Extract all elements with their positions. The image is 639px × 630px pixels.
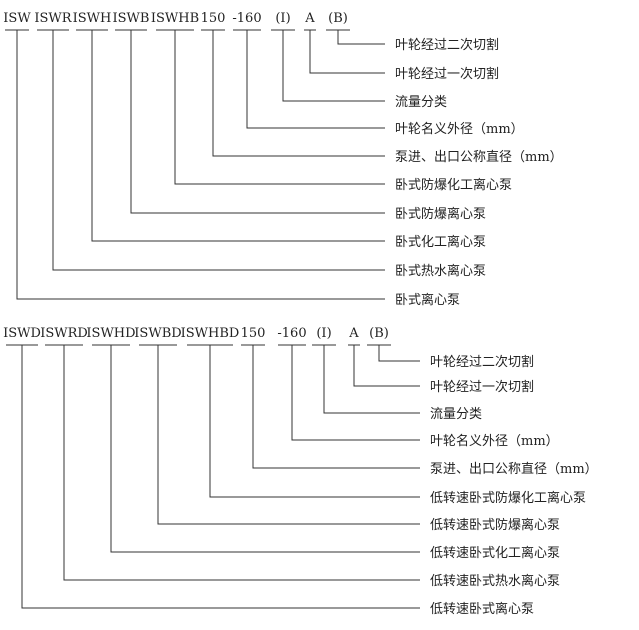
code-label: 低转速卧式化工离心泵: [430, 545, 560, 561]
code-segment: ISWBD: [134, 326, 181, 341]
code-segment: ISWHD: [86, 326, 135, 341]
code-segment: ISWHBD: [181, 326, 240, 341]
code-label: 叶轮名义外径（mm）: [430, 433, 559, 449]
leader-line: [323, 345, 420, 414]
code-segment: ISWRD: [40, 326, 88, 341]
code-label: 卧式热水离心泵: [395, 263, 486, 279]
code-label: 卧式离心泵: [395, 292, 460, 308]
code-label: 卧式防爆离心泵: [395, 206, 486, 222]
code-label: 卧式防爆化工离心泵: [395, 177, 512, 193]
leader-line: [246, 30, 385, 129]
leader-line: [291, 345, 420, 441]
code-label: 叶轮经过一次切割: [430, 379, 534, 395]
code-segment: (I): [316, 326, 331, 341]
code-label: 叶轮经过二次切割: [395, 37, 499, 53]
leader-line: [378, 345, 420, 362]
leader-line: [110, 345, 420, 553]
code-label: 低转速卧式防爆离心泵: [430, 517, 560, 533]
leader-line: [174, 30, 385, 185]
leader-line: [282, 30, 385, 102]
leader-line: [91, 30, 385, 242]
code-segment: 150: [241, 326, 266, 341]
code-label: 低转速卧式防爆化工离心泵: [430, 490, 586, 506]
code-label: 流量分类: [395, 95, 447, 110]
code-segment: ISWB: [113, 11, 150, 26]
leader-line: [130, 30, 385, 214]
code-segment: (I): [275, 11, 290, 26]
leader-line: [21, 345, 420, 609]
code-label: 叶轮名义外径（mm）: [395, 121, 524, 137]
leader-line: [209, 345, 420, 498]
code-segment: ISWR: [34, 11, 72, 26]
leader-line: [63, 345, 420, 581]
code-label: 流量分类: [430, 407, 482, 422]
code-segment: ISWH: [73, 11, 112, 26]
code-segment: ISW: [3, 11, 31, 26]
code-segment: ISWHB: [151, 11, 199, 26]
leader-line: [212, 30, 385, 157]
code-segment: (B): [328, 11, 348, 26]
code-label: 叶轮经过二次切割: [430, 354, 534, 370]
code-segment: -160: [232, 11, 261, 26]
code-label: 低转速卧式热水离心泵: [430, 573, 560, 589]
leader-line: [252, 345, 420, 469]
code-segment: -160: [277, 326, 306, 341]
leader-line: [309, 30, 385, 74]
code-label: 泵进、出口公称直径（mm）: [395, 150, 563, 165]
code-label: 卧式化工离心泵: [395, 234, 486, 250]
code-segment: A: [348, 326, 359, 341]
leader-line: [52, 30, 385, 271]
code-segment: ISWD: [3, 326, 41, 341]
leader-line: [157, 345, 420, 525]
leader-line: [16, 30, 385, 300]
code-segment: (B): [369, 326, 389, 341]
leader-line: [353, 345, 420, 387]
code-segment: A: [304, 11, 315, 26]
code-segment: 150: [201, 11, 226, 26]
leader-line: [337, 30, 385, 45]
code-label: 低转速卧式离心泵: [430, 601, 534, 617]
code-label: 叶轮经过一次切割: [395, 66, 499, 82]
code-label: 泵进、出口公称直径（mm）: [430, 462, 598, 477]
